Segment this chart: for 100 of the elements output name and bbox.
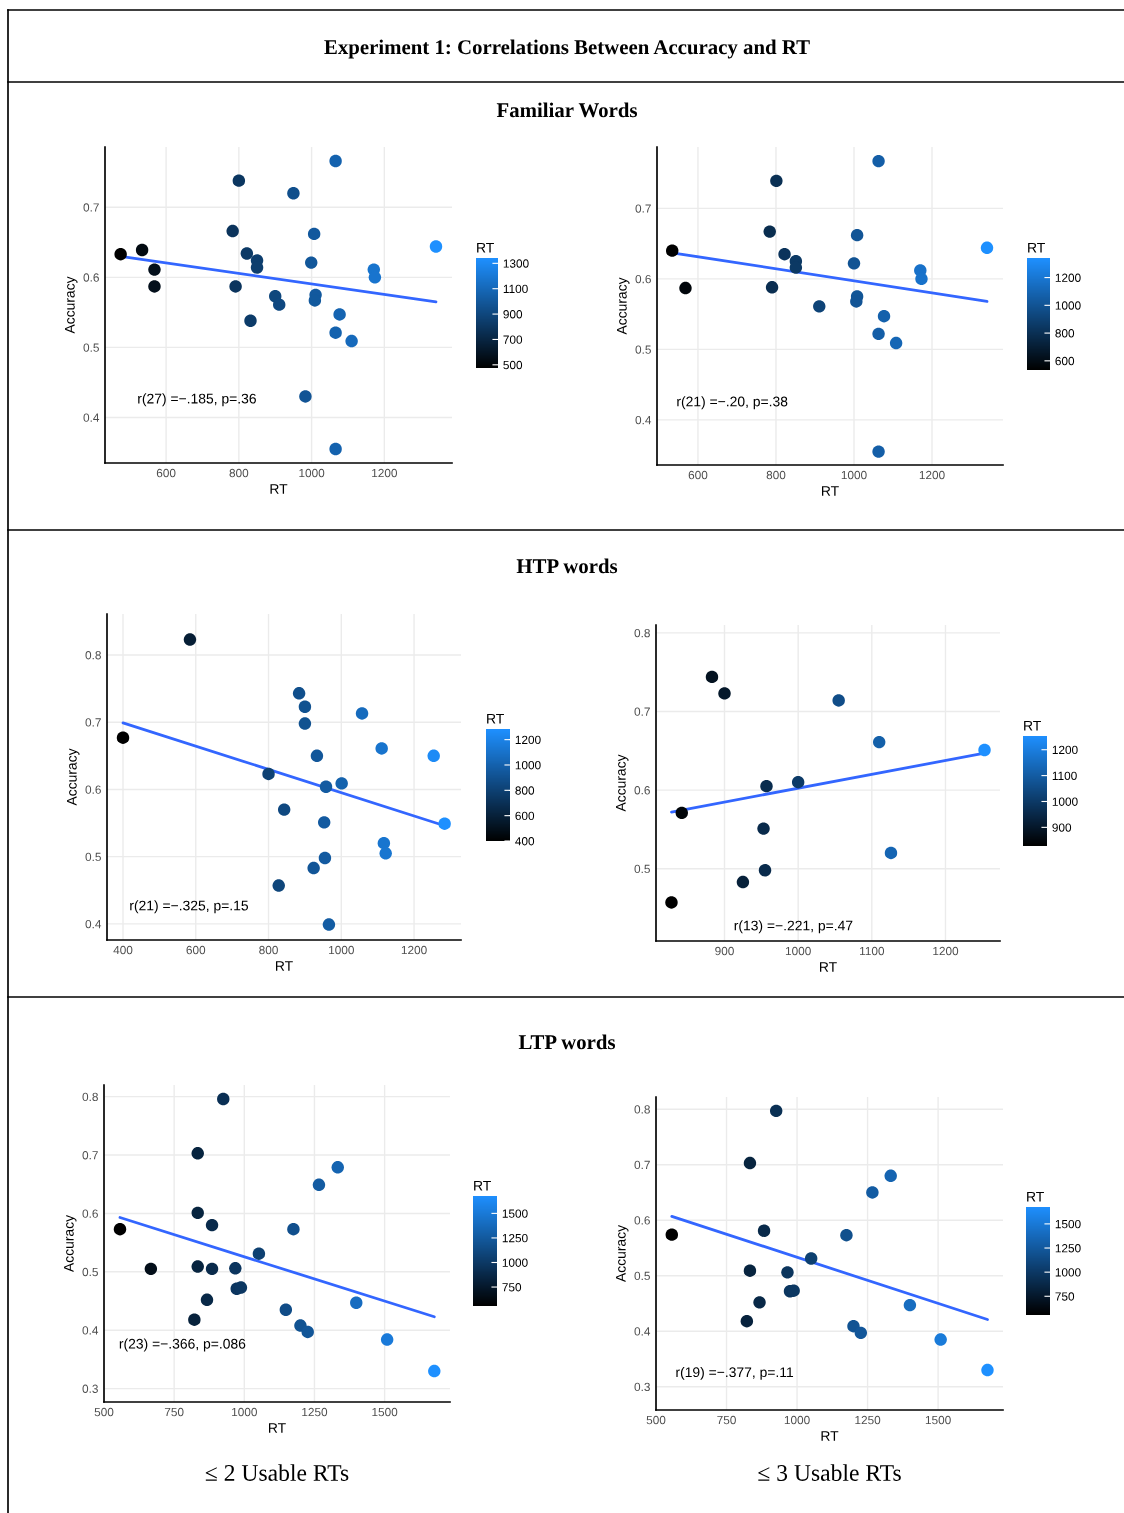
color-bar-label: 1000 (515, 761, 541, 770)
x-axis-title: RT (270, 484, 288, 494)
point (872, 735, 886, 749)
annotation: r(23) =−.366, p=.086 (119, 1338, 246, 1352)
color-bar-label: 1250 (502, 1233, 528, 1243)
x-tick-label: 1200 (933, 946, 959, 956)
point (114, 247, 127, 261)
text: Familiar Words (496, 102, 638, 118)
y-tick-label: 0.4 (85, 919, 102, 929)
point (884, 846, 898, 860)
color-bar-label: 1100 (1052, 771, 1077, 780)
point (116, 731, 130, 744)
point (305, 256, 318, 269)
y-tick-label: 0.8 (634, 628, 650, 638)
y-tick-label: 0.6 (634, 1216, 650, 1225)
color-bar-label: 1000 (1052, 797, 1078, 806)
x-axis-title: RT (276, 961, 293, 971)
x-tick-label: 1100 (860, 946, 885, 956)
point (675, 806, 688, 820)
point (791, 776, 805, 789)
point (872, 154, 885, 168)
point (307, 861, 320, 875)
y-tick-label: 0.5 (635, 345, 651, 354)
color-bar-label: 1000 (1055, 301, 1081, 310)
color-bar-label: 500 (503, 360, 523, 370)
point (718, 687, 731, 700)
x-tick-label: 900 (715, 946, 734, 956)
y-tick-label: 0.7 (635, 204, 651, 213)
point (765, 281, 779, 294)
point (832, 694, 845, 707)
y-tick-label: 0.3 (82, 1384, 98, 1393)
point (310, 749, 324, 763)
point (379, 847, 392, 860)
y-axis-title: Accuracy (616, 1224, 629, 1283)
y-tick-label: 0.7 (82, 1151, 98, 1160)
y-axis-title: Accuracy (67, 748, 80, 806)
point (427, 749, 440, 763)
color-bar-label: 900 (503, 310, 523, 319)
point (813, 300, 826, 313)
point (840, 1228, 853, 1242)
x-tick-label: 1000 (785, 946, 811, 956)
x-tick-label: 1500 (372, 1407, 398, 1417)
point (665, 1228, 679, 1241)
y-tick-label: 0.5 (85, 852, 101, 862)
point (287, 187, 300, 200)
color-bar-label: 900 (1052, 823, 1072, 832)
x-tick-label: 1200 (372, 468, 398, 478)
y-tick-label: 0.4 (83, 413, 100, 422)
point (317, 816, 331, 829)
color-bar-title: RT (1028, 242, 1045, 253)
color-bar-label: 1250 (1055, 1244, 1081, 1253)
point (229, 280, 242, 293)
x-tick-label: 1000 (329, 945, 354, 955)
point (428, 1364, 441, 1378)
point (355, 707, 369, 720)
point (770, 174, 783, 188)
point (188, 1313, 201, 1326)
color-bar-label: 1200 (1055, 273, 1081, 282)
point (144, 1262, 158, 1276)
point (980, 241, 994, 255)
y-tick-label: 0.6 (83, 273, 99, 282)
color-bar-title: RT (474, 1180, 491, 1191)
point (240, 247, 254, 260)
x-tick-label: 1250 (855, 1415, 881, 1425)
y-tick-label: 0.6 (82, 1209, 98, 1218)
annotation: r(13) =−.221, p=.47 (734, 920, 853, 934)
annotation: r(27) =−.185, p=.36 (138, 393, 256, 407)
point (705, 670, 719, 684)
x-tick-label: 1500 (925, 1415, 951, 1425)
point (978, 743, 991, 757)
annotation: r(19) =−.377, p=.11 (676, 1366, 794, 1380)
color-bar-label: 750 (1055, 1292, 1075, 1301)
point (191, 1260, 204, 1273)
point (318, 851, 332, 865)
point (319, 780, 333, 793)
point (277, 803, 291, 816)
point (884, 1169, 897, 1183)
y-tick-label: 0.5 (83, 343, 99, 352)
point (287, 1222, 300, 1236)
x-tick-label: 600 (186, 945, 206, 955)
point (760, 779, 773, 793)
point (113, 1222, 127, 1236)
point (903, 1298, 917, 1312)
x-tick-label: 400 (113, 945, 133, 955)
point (872, 445, 885, 458)
point (191, 1206, 204, 1220)
point (763, 225, 776, 238)
point (438, 817, 451, 830)
point (854, 1326, 868, 1340)
color-bar-label: 400 (515, 837, 535, 846)
point (665, 896, 678, 909)
x-tick-label: 1250 (302, 1407, 328, 1417)
color-bar-title: RT (487, 713, 504, 724)
point (331, 1161, 344, 1174)
point (757, 1224, 771, 1237)
point (183, 633, 197, 646)
point (781, 1266, 794, 1279)
point (743, 1156, 757, 1170)
color-bar-label: 700 (503, 335, 523, 344)
point (205, 1262, 219, 1276)
